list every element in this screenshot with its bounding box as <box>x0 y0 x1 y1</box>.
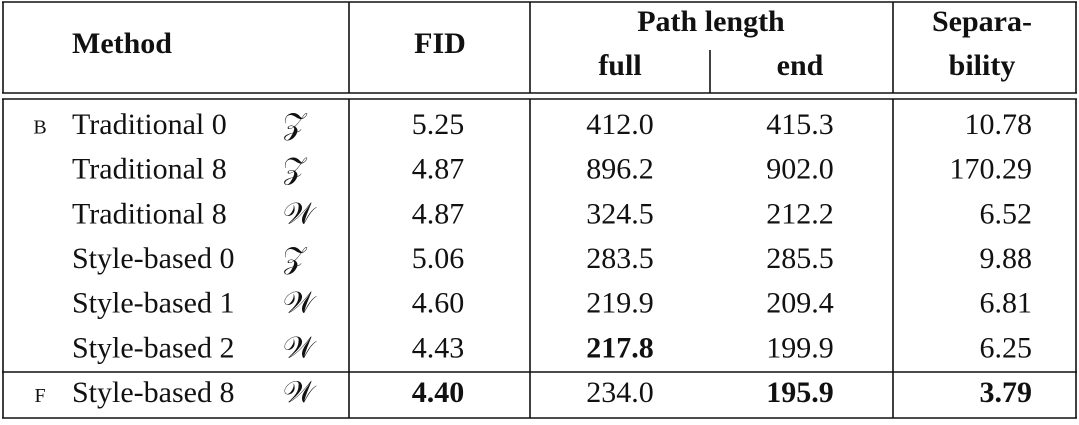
method: Traditional 8 <box>72 153 227 186</box>
row-marker: F <box>34 385 45 407</box>
header-separability: bility <box>949 49 1016 82</box>
method: Style-based 1 <box>72 287 234 320</box>
latent-space: 𝒲 <box>283 331 317 364</box>
cell: 285.5 <box>766 242 834 275</box>
cell: 4.87 <box>412 197 465 230</box>
cell: 199.9 <box>766 331 834 364</box>
header-separability: Separa- <box>932 5 1032 38</box>
cell: 234.0 <box>586 376 654 409</box>
cell: 283.5 <box>586 242 654 275</box>
cell: 4.43 <box>412 331 465 364</box>
method: Traditional 8 <box>72 197 227 230</box>
cell: 195.9 <box>766 376 834 409</box>
header-end: end <box>777 49 824 82</box>
cell: 209.4 <box>766 287 834 320</box>
row-marker: B <box>33 117 46 139</box>
latent-space: 𝒵 <box>283 242 308 275</box>
cell: 6.81 <box>980 287 1033 320</box>
header-fid: FID <box>414 27 466 60</box>
latent-space: 𝒵 <box>283 108 308 141</box>
cell: 5.25 <box>412 108 465 141</box>
cell: 412.0 <box>586 108 654 141</box>
cell: 219.9 <box>586 287 654 320</box>
latent-space: 𝒵 <box>283 153 308 186</box>
cell: 3.79 <box>980 376 1033 409</box>
header-path-length: Path length <box>637 5 785 38</box>
cell: 4.40 <box>412 376 465 409</box>
cell: 896.2 <box>586 153 654 186</box>
cell: 217.8 <box>586 331 654 364</box>
cell: 6.52 <box>980 197 1033 230</box>
cell: 170.29 <box>950 153 1033 186</box>
cell: 415.3 <box>766 108 834 141</box>
method: Style-based 0 <box>72 242 234 275</box>
method: Traditional 0 <box>72 108 227 141</box>
cell: 6.25 <box>980 331 1033 364</box>
cell: 902.0 <box>766 153 834 186</box>
cell: 4.87 <box>412 153 465 186</box>
cell: 9.88 <box>980 242 1033 275</box>
header-method: Method <box>72 27 172 60</box>
header-full: full <box>598 49 641 82</box>
method: Style-based 8 <box>72 376 234 409</box>
latent-space: 𝒲 <box>283 287 317 320</box>
cell: 212.2 <box>766 197 834 230</box>
cell: 10.78 <box>965 108 1033 141</box>
cell: 4.60 <box>412 287 465 320</box>
latent-space: 𝒲 <box>283 376 317 409</box>
cell: 5.06 <box>412 242 465 275</box>
method: Style-based 2 <box>72 331 234 364</box>
cell: 324.5 <box>586 197 654 230</box>
latent-space: 𝒲 <box>283 197 317 230</box>
